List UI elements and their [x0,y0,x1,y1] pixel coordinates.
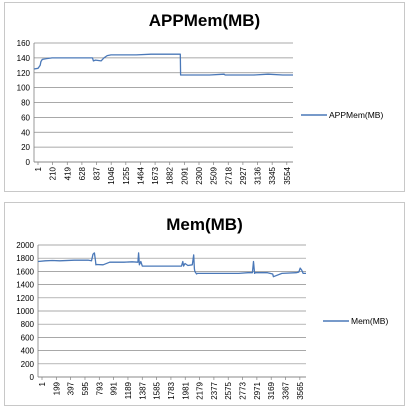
chart-panel-appmem: APPMem(MB) 0 20 40 60 80 100 120 140 160 1 210 419 6… [4,2,405,192]
y-tick-label: 1200 [16,294,34,303]
y-tick-label: 20 [21,143,30,152]
chart-panel-mem: Mem(MB) 0 200 400 600 800 1000 1200 1400 1600 180… [4,202,405,406]
x-tick-label: 793 [95,381,104,395]
y-tick-label: 2000 [16,241,34,250]
x-tick-label: 2300 [195,166,204,184]
y-tick-label: 1600 [16,267,34,276]
x-tick-label: 2091 [180,166,189,184]
x-tick-label: 1464 [136,166,145,184]
y-tick-label: 800 [21,320,35,329]
y-tick-label: 80 [21,99,30,108]
x-tick-label: 3565 [296,381,305,399]
x-tick-label: 2377 [210,381,219,399]
series-line [37,252,306,278]
x-tick-label: 397 [67,381,76,395]
y-tick-label: 120 [17,69,31,78]
x-tick-label: 3367 [282,381,291,399]
x-tick-label: 1783 [167,381,176,399]
y-tick-label: 600 [21,333,35,342]
y-tick-label: 0 [30,373,35,382]
x-tick-label: 2179 [196,381,205,399]
y-tick-label: 1800 [16,254,34,263]
x-tick-label: 2927 [239,166,248,184]
x-tick-label: 2971 [253,381,262,399]
x-tick-label: 2509 [210,166,219,184]
y-tick-label: 0 [26,158,31,167]
y-tick-label: 200 [21,360,35,369]
appmem-chart-svg: 0 20 40 60 80 100 120 140 160 1 210 419 628 837 1046 12… [17,39,384,185]
mem-chart-svg: 0 200 400 600 800 1000 1200 1400 1600 1800 2000 1 19… [16,241,388,400]
x-tick-label: 2718 [224,166,233,184]
x-tick-label: 837 [93,166,102,180]
series-line [33,53,293,76]
x-tick-label: 1981 [181,381,190,399]
x-tick-label: 595 [81,381,90,395]
x-tick-label: 3554 [283,166,292,184]
y-tick-label: 160 [17,39,31,48]
legend-label: Mem(MB) [351,316,388,326]
x-tick-label: 1585 [153,381,162,399]
y-tick-label: 40 [21,128,30,137]
y-tick-label: 1000 [16,307,34,316]
legend-label: APPMem(MB) [329,110,383,120]
x-tick-label: 1255 [122,166,131,184]
x-tick-label: 1 [34,166,43,171]
x-tick-label: 419 [63,166,72,180]
x-tick-label: 199 [52,381,61,395]
y-tick-label: 400 [21,347,35,356]
x-tick-label: 3136 [254,166,263,184]
y-tick-label: 1400 [16,281,34,290]
chart-title: APPMem(MB) [148,11,261,30]
x-tick-label: 2575 [224,381,233,399]
x-tick-label: 1046 [107,166,116,184]
x-tick-label: 1 [38,381,47,386]
x-tick-label: 3169 [267,381,276,399]
x-tick-label: 1189 [124,381,133,399]
x-tick-label: 1387 [138,381,147,399]
x-tick-label: 1673 [151,166,160,184]
x-tick-label: 3345 [268,166,277,184]
x-tick-label: 210 [49,166,58,180]
x-tick-label: 991 [110,381,119,395]
x-tick-label: 2773 [239,381,248,399]
y-tick-label: 100 [17,84,31,93]
y-tick-label: 60 [21,113,30,122]
chart-title: Mem(MB) [166,215,243,234]
y-tick-label: 140 [17,54,31,63]
x-tick-label: 628 [78,166,87,180]
x-tick-label: 1882 [166,166,175,184]
